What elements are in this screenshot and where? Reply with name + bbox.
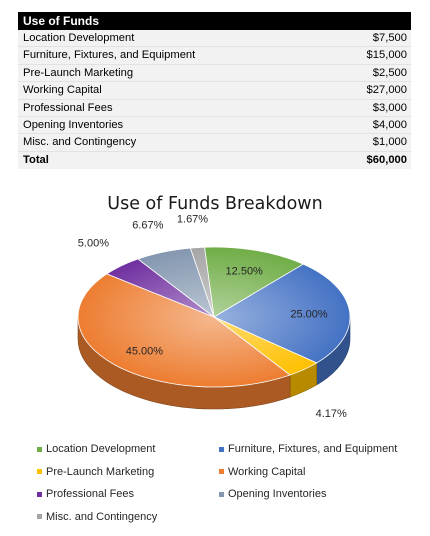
use-of-funds-table: Use of Funds Location Development $7,500 F…: [18, 12, 411, 170]
table-row: Location Development $7,500: [18, 30, 411, 48]
row-amount: $3,000: [372, 101, 407, 114]
legend-label: Furniture, Fixtures, and Equipment: [228, 443, 398, 455]
legend-item: Opening Inventories: [219, 488, 326, 500]
legend-item: Working Capital: [219, 466, 305, 478]
legend-item: Misc. and Contingency: [37, 511, 157, 523]
table-header: Use of Funds: [18, 12, 411, 30]
pie-data-labels: 12.50% 25.00% 4.17% 45.00% 5.00% 6.67% 1.67%: [78, 214, 347, 421]
row-label: Pre-Launch Marketing: [23, 66, 134, 79]
row-amount: $15,000: [366, 49, 407, 62]
pie-data-label: 12.50%: [226, 266, 264, 278]
legend-swatch: [37, 446, 42, 452]
total-amount: $60,000: [366, 153, 407, 166]
pie-slices: [77, 246, 351, 388]
table-row: Pre-Launch Marketing $2,500: [18, 64, 411, 83]
table-row: Opening Inventories $4,000: [18, 116, 411, 135]
row-label: Professional Fees: [23, 101, 113, 114]
legend-item: Pre-Launch Marketing: [37, 466, 154, 478]
legend-swatch: [219, 469, 224, 474]
row-amount: $27,000: [366, 84, 407, 97]
pie-data-label: 1.67%: [177, 214, 208, 226]
legend-label: Pre-Launch Marketing: [46, 465, 155, 478]
pie-slice: [204, 246, 305, 318]
row-amount: $1,000: [372, 136, 407, 149]
legend-item: Furniture, Fixtures, and Equipment: [219, 443, 397, 455]
legend-swatch: [37, 469, 42, 474]
pie-data-label: 25.00%: [290, 309, 328, 321]
pie-data-label: 45.00%: [126, 345, 164, 357]
table-row: Misc. and Contingency $1,000: [18, 134, 411, 152]
pie-data-label: 4.17%: [316, 408, 347, 420]
pie-chart: 12.50% 25.00% 4.17% 45.00% 5.00% 6.67% 1.67%: [77, 214, 351, 421]
pie-data-label: 6.67%: [132, 220, 163, 232]
legend-swatch: [37, 514, 42, 519]
legend-label: Working Capital: [228, 465, 306, 478]
row-label: Furniture, Fixtures, and Equipment: [23, 49, 196, 62]
legend-swatch: [219, 491, 224, 497]
legend-swatch: [219, 446, 224, 452]
row-label: Location Development: [23, 32, 135, 44]
legend-label: Misc. and Contingency: [46, 510, 158, 523]
legend-label: Location Development: [46, 443, 156, 455]
table-row: Working Capital $27,000: [18, 82, 411, 100]
legend-item: Location Development: [37, 443, 155, 455]
pie-slice: [213, 263, 351, 364]
pie-slice: [77, 273, 291, 388]
chart-title: Use of Funds Breakdown: [107, 194, 323, 214]
table-row: Professional Fees $3,000: [18, 99, 411, 117]
legend-swatch: [37, 491, 42, 497]
pie-data-label: 5.00%: [78, 237, 109, 249]
legend-label: Opening Inventories: [228, 488, 327, 500]
row-amount: $2,500: [372, 66, 407, 79]
table-row: Furniture, Fixtures, and Equipment $15,00…: [18, 47, 411, 65]
total-label: Total: [23, 153, 49, 166]
row-amount: $4,000: [372, 118, 407, 131]
legend-item: Professional Fees: [37, 488, 134, 500]
row-label: Working Capital: [23, 84, 102, 97]
row-label: Opening Inventories: [23, 118, 124, 131]
table-total-row: Total $60,000: [18, 151, 411, 170]
pie-slice: [189, 246, 215, 318]
table-body: Location Development $7,500 Furniture, Fix…: [18, 30, 411, 152]
row-amount: $7,500: [372, 32, 407, 44]
row-label: Misc. and Contingency: [23, 136, 137, 149]
legend-label: Professional Fees: [46, 488, 135, 500]
